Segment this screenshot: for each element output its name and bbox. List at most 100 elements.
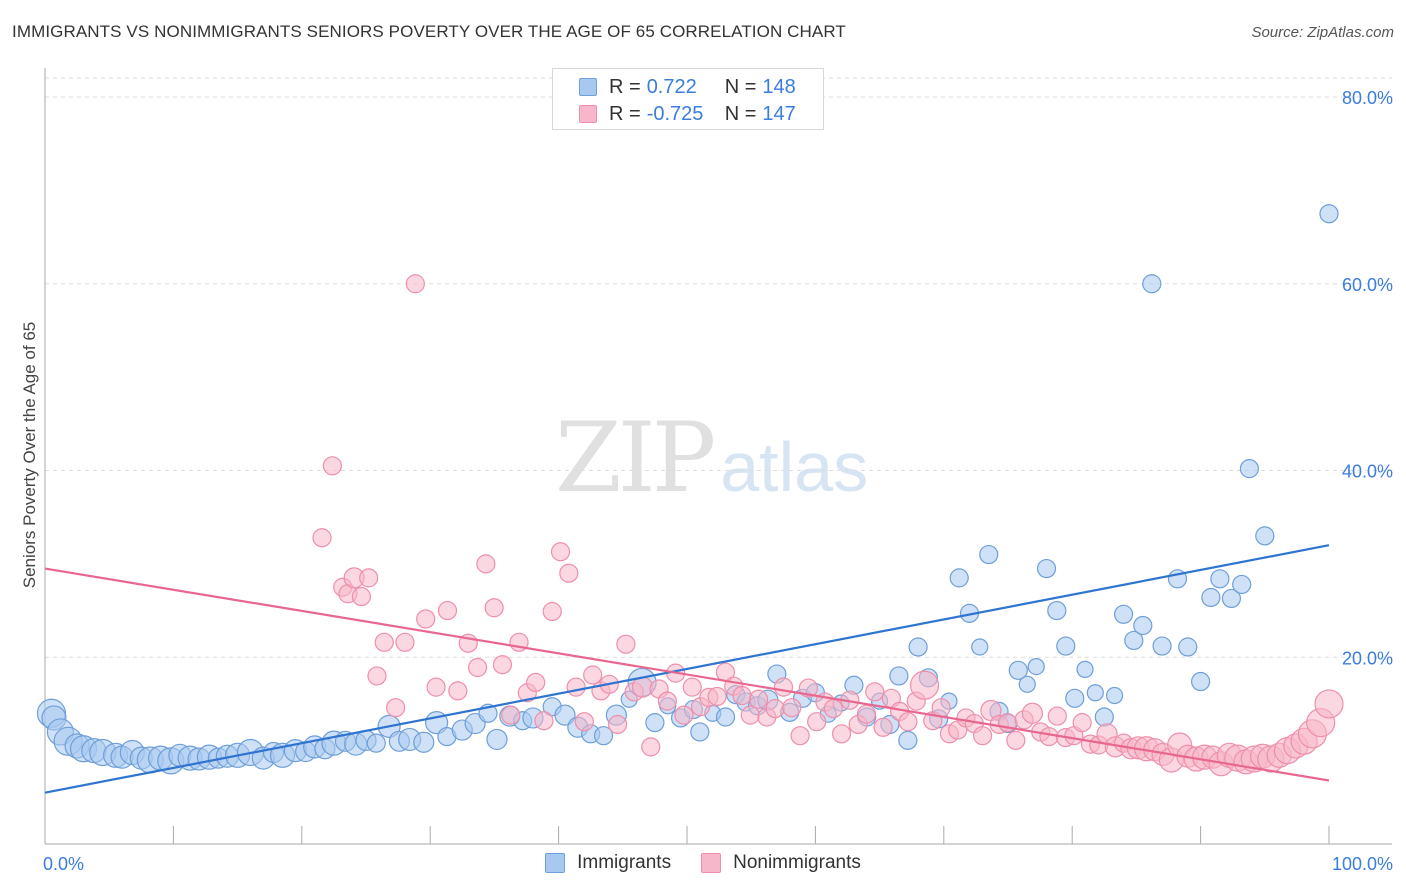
nonimmigrants-point — [798, 678, 818, 698]
legend-row-nonimmigrants: R = -0.725 N = 147 — [579, 101, 796, 127]
nonimmigrants-point — [616, 634, 636, 654]
nonimmigrants-point — [559, 563, 579, 583]
legend-row-immigrants: R = 0.722 N = 148 — [579, 74, 796, 100]
y-tick-label: 20.0% — [1342, 648, 1393, 668]
nonimmigrants-point — [823, 699, 843, 719]
y-tick-label: 40.0% — [1342, 462, 1393, 482]
nonimmigrants-swatch — [579, 105, 597, 123]
nonimmigrants-point — [773, 677, 794, 697]
nonimmigrants-trend-line — [44, 567, 1330, 782]
nonimmigrants-point — [782, 698, 802, 718]
nonimmigrants-point — [426, 677, 446, 697]
immigrants-point — [1239, 459, 1259, 479]
immigrants-point — [1008, 660, 1028, 680]
nonimmigrants-point — [467, 657, 488, 678]
nonimmigrants-point — [1047, 706, 1067, 726]
legend-n-label: N = — [724, 102, 757, 125]
nonimmigrants-point — [367, 666, 387, 686]
immigrants-point — [554, 704, 576, 726]
immigrants-point — [1221, 588, 1242, 609]
immigrants-point — [971, 638, 989, 656]
nonimmigrants-point — [501, 705, 521, 725]
immigrants-point — [366, 733, 386, 753]
immigrants-point — [1027, 657, 1045, 676]
nonimmigrants-point — [1072, 713, 1092, 733]
nonimmigrants-points — [312, 274, 1344, 777]
watermark-zip: ZIP — [555, 402, 716, 514]
nonimmigrants-point — [542, 601, 562, 622]
nonimmigrants-point — [526, 672, 546, 693]
nonimmigrants-point — [1006, 730, 1026, 750]
nonimmigrants-point — [448, 681, 468, 701]
nonimmigrants-point — [476, 554, 496, 574]
immigrants-point — [1047, 600, 1067, 621]
nonimmigrants-point — [566, 677, 586, 697]
correlation-legend: R = 0.722 N = 148 R = -0.725 N = 147 — [552, 68, 824, 130]
watermark: ZIP atlas — [555, 402, 868, 514]
immigrants-point — [1133, 615, 1153, 636]
nonimmigrants-point — [749, 689, 769, 709]
immigrants-trend-line — [44, 544, 1330, 794]
legend-item-immigrants[interactable]: Immigrants — [545, 852, 671, 874]
watermark-atlas: atlas — [720, 428, 869, 506]
immigrants-point — [1018, 675, 1036, 693]
nonimmigrants-point — [395, 632, 415, 652]
nonimmigrants-point — [856, 704, 877, 724]
legend-item-nonimmigrants[interactable]: Nonimmigrants — [701, 852, 861, 874]
nonimmigrants-point — [322, 456, 342, 476]
immigrants-point — [1076, 660, 1094, 678]
nonimmigrants-point — [973, 726, 993, 746]
immigrants-point — [645, 713, 665, 733]
nonimmigrants-point — [865, 682, 885, 702]
legend-r-value: -0.725 — [646, 102, 704, 125]
nonimmigrants-point — [831, 724, 852, 744]
legend-n-label: N = — [724, 75, 757, 98]
nonimmigrants-point — [790, 726, 810, 746]
immigrants-point — [593, 726, 614, 746]
nonimmigrants-point — [674, 705, 694, 725]
immigrants-point — [979, 544, 999, 565]
nonimmigrants-point — [1021, 702, 1043, 724]
nonimmigrants-point — [437, 600, 458, 621]
nonimmigrants-point — [682, 677, 702, 697]
immigrants-point — [486, 728, 508, 751]
immigrants-point — [1065, 688, 1085, 708]
chart-title: IMMIGRANTS VS NONIMMIGRANTS SENIORS POVE… — [12, 22, 846, 41]
nonimmigrants-point — [765, 699, 785, 719]
nonimmigrants-point — [351, 586, 372, 607]
nonimmigrants-point — [931, 698, 951, 718]
immigrants-point — [1319, 204, 1339, 224]
immigrants-point — [1255, 526, 1275, 546]
immigrants-point — [949, 568, 969, 588]
nonimmigrants-point — [909, 670, 940, 700]
nonimmigrants-point — [740, 705, 760, 725]
x-tick-label: 100.0% — [1332, 854, 1393, 874]
grid-lines — [45, 77, 1392, 658]
x-tick-label: 0.0% — [43, 854, 84, 874]
immigrants-swatch — [579, 78, 597, 96]
nonimmigrants-point — [534, 711, 554, 731]
immigrants-point — [413, 731, 435, 753]
legend-r-label: R = — [609, 75, 641, 98]
immigrants-point — [1210, 569, 1230, 589]
nonimmigrants-point — [631, 676, 654, 698]
immigrants-point — [1105, 686, 1124, 705]
y-tick-label: 80.0% — [1342, 88, 1393, 108]
immigrants-point — [1113, 604, 1134, 624]
nonimmigrants-point — [607, 714, 628, 735]
immigrants-point — [1056, 636, 1076, 656]
immigrants-legend-label: Immigrants — [577, 852, 672, 873]
legend-r-label: R = — [609, 102, 641, 125]
immigrants-legend-swatch — [545, 853, 566, 873]
nonimmigrants-point — [574, 712, 594, 732]
nonimmigrants-point — [386, 698, 406, 718]
immigrants-point — [1036, 558, 1057, 579]
nonimmigrants-point — [898, 712, 918, 732]
immigrants-point — [1094, 707, 1114, 727]
nonimmigrants-point — [873, 717, 893, 737]
immigrants-point — [1201, 587, 1221, 608]
y-tick-label: 60.0% — [1342, 275, 1393, 295]
nonimmigrants-point — [657, 691, 677, 711]
immigrants-point — [690, 722, 710, 742]
